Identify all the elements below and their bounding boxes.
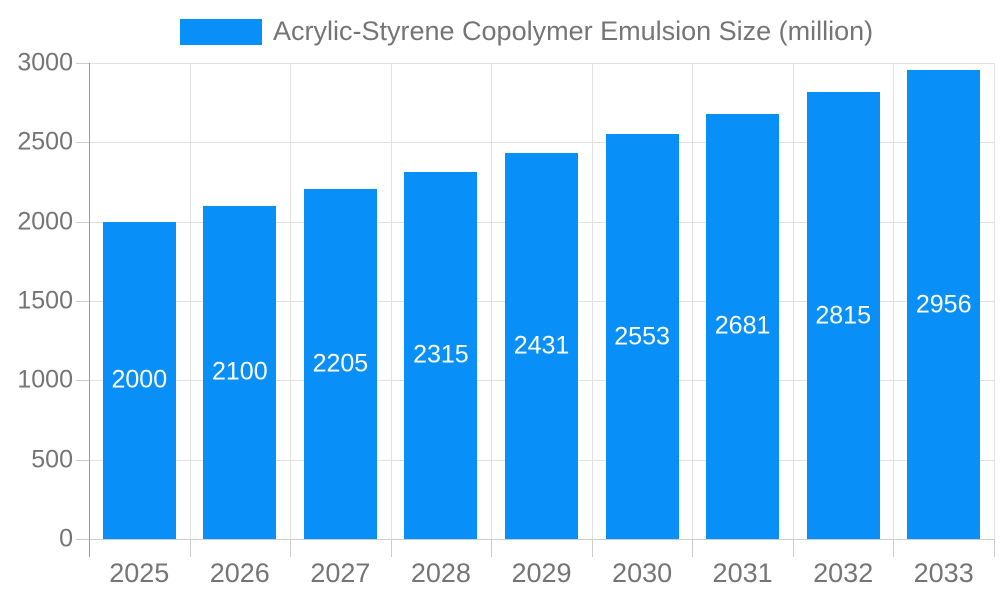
x-gridline <box>491 63 493 539</box>
bar-value-label: 2431 <box>513 331 570 360</box>
bar[interactable] <box>605 133 679 539</box>
x-axis-tick-label: 2030 <box>612 558 673 588</box>
bar[interactable] <box>907 70 981 539</box>
y-axis-tick-label: 500 <box>31 445 73 474</box>
x-gridline <box>792 63 794 539</box>
bar[interactable] <box>303 189 377 539</box>
x-axis-tick <box>390 539 392 557</box>
x-gridline <box>290 63 292 539</box>
bar-value-label: 2681 <box>714 311 771 340</box>
legend-item[interactable]: Acrylic-Styrene Copolymer Emulsion Size … <box>180 16 874 47</box>
x-axis-tick-label: 2026 <box>209 558 270 588</box>
bar[interactable] <box>706 113 780 539</box>
y-axis-tick-label: 2500 <box>17 127 73 156</box>
y-axis-line <box>89 63 90 557</box>
x-axis-tick-label: 2025 <box>109 558 170 588</box>
bar-value-label: 2815 <box>815 301 871 330</box>
bar-value-label: 2315 <box>413 340 469 369</box>
bar[interactable] <box>404 171 478 539</box>
y-axis-tick <box>76 539 89 540</box>
y-axis-tick-label: 1500 <box>17 286 73 315</box>
bar-value-label: 2956 <box>915 290 972 318</box>
x-axis-tick-label: 2033 <box>913 558 974 588</box>
x-axis-tick-label: 2029 <box>511 558 572 588</box>
y-axis-tick <box>76 459 89 461</box>
y-axis-tick-label: 0 <box>59 524 73 553</box>
x-gridline <box>893 63 895 539</box>
bar[interactable] <box>203 205 277 539</box>
x-axis-tick <box>491 539 493 557</box>
x-axis-tick-label: 2031 <box>712 558 773 588</box>
bar-value-label: 2553 <box>614 322 670 350</box>
x-axis-tick <box>189 539 191 557</box>
x-axis-tick <box>792 539 794 557</box>
x-axis-tick-label: 2027 <box>310 558 371 588</box>
legend-label: Acrylic-Styrene Copolymer Emulsion Size … <box>273 16 874 46</box>
x-axis-tick <box>591 539 593 557</box>
bar[interactable] <box>102 221 176 539</box>
y-axis-tick <box>76 142 89 144</box>
x-gridline <box>390 63 392 539</box>
x-axis-tick-label: 2032 <box>813 558 874 588</box>
x-gridline <box>692 63 694 539</box>
bar-value-label: 2205 <box>312 349 369 378</box>
x-axis-line <box>89 539 994 540</box>
x-gridline <box>189 63 191 539</box>
x-gridline <box>994 63 995 539</box>
bar-value-label: 2100 <box>211 357 268 386</box>
y-axis-tick-label: 1000 <box>17 365 73 394</box>
y-axis-tick-label: 3000 <box>17 48 73 77</box>
bar[interactable] <box>505 153 578 539</box>
x-axis-tick <box>994 539 995 557</box>
bar-value-label: 2000 <box>111 365 168 394</box>
x-gridline <box>591 63 593 539</box>
y-axis-tick <box>76 221 89 223</box>
bar[interactable] <box>806 92 880 539</box>
y-axis-tick <box>76 301 89 302</box>
y-axis-tick-label: 2000 <box>17 207 73 236</box>
y-gridline <box>89 142 994 144</box>
y-axis-tick <box>76 63 89 64</box>
y-gridline <box>89 63 994 64</box>
y-axis-tick <box>76 380 89 382</box>
legend-swatch-icon <box>180 18 262 45</box>
x-axis-tick <box>290 539 292 557</box>
x-axis-tick <box>893 539 895 557</box>
x-axis-tick-label: 2028 <box>410 558 471 588</box>
x-axis-tick <box>692 539 694 557</box>
